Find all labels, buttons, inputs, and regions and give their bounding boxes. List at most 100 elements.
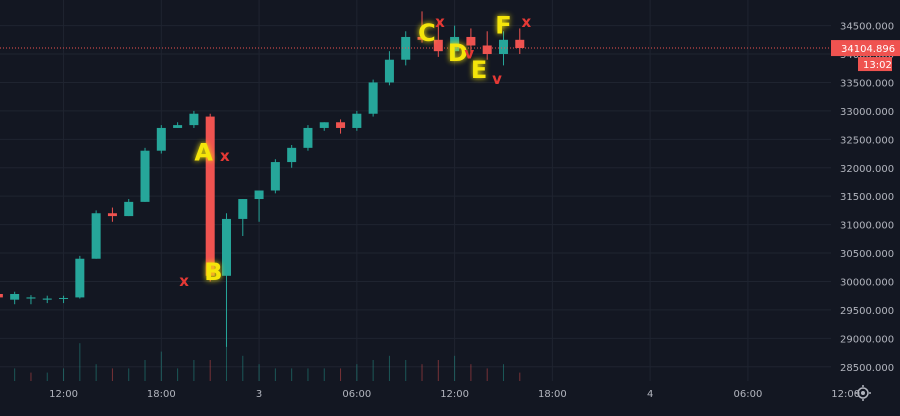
volume-bar-1 — [14, 368, 16, 381]
candle-22[interactable] — [352, 110, 362, 131]
candle-13[interactable] — [205, 113, 215, 282]
candle-17[interactable] — [270, 159, 280, 194]
gear-icon[interactable] — [855, 385, 871, 401]
candle-body — [417, 36, 427, 40]
candle-3[interactable] — [42, 295, 52, 304]
volume-bar-13 — [209, 360, 211, 381]
candle-10[interactable] — [156, 125, 166, 154]
candle-6[interactable] — [91, 210, 101, 259]
y-tick-label-10: 33500.000 — [840, 78, 894, 89]
volume-bar-2 — [30, 372, 32, 381]
annotation-mark-7: x — [179, 272, 189, 290]
candle-8[interactable] — [124, 199, 134, 217]
candle-20[interactable] — [319, 122, 329, 131]
candle-32[interactable] — [515, 28, 525, 55]
candle-5[interactable] — [75, 255, 85, 299]
candle-23[interactable] — [368, 79, 378, 117]
y-tick-label-2: 29500.000 — [840, 306, 894, 317]
candle-body — [254, 190, 264, 200]
volume-bar-27 — [437, 360, 439, 381]
candle-14[interactable] — [221, 213, 231, 347]
volume-bar-18 — [291, 368, 293, 381]
x-tick-label-2: 3 — [256, 389, 262, 400]
x-tick-label-7: 06:00 — [733, 389, 762, 400]
volume-bar-24 — [388, 355, 390, 381]
candle-7[interactable] — [107, 207, 117, 222]
candle-body — [140, 150, 150, 202]
candle-1[interactable] — [10, 291, 20, 305]
candle-0[interactable] — [0, 290, 3, 300]
y-tick-label-0: 28500.000 — [840, 363, 894, 374]
candle-body — [368, 82, 378, 114]
volume-bar-31 — [502, 364, 504, 381]
candle-26[interactable] — [417, 11, 427, 43]
candle-29[interactable] — [466, 28, 476, 57]
candle-21[interactable] — [336, 119, 346, 134]
y-tick-label-1: 29000.000 — [840, 334, 894, 345]
candle-18[interactable] — [287, 145, 297, 168]
volume-bar-9 — [144, 360, 146, 381]
candle-27[interactable] — [433, 19, 443, 57]
x-tick-label-5: 18:00 — [538, 389, 567, 400]
candle-body — [238, 199, 248, 219]
candle-body — [0, 293, 3, 298]
candle-body — [515, 39, 525, 49]
annotation-letter-1: B — [204, 258, 222, 286]
candle-body — [498, 39, 508, 55]
countdown-label: 13:02 — [863, 60, 892, 71]
candle-body — [433, 39, 443, 52]
x-tick-label-3: 06:00 — [342, 389, 371, 400]
annotation-letter-4: E — [471, 56, 487, 84]
y-tick-label-12: 34500.000 — [840, 22, 894, 33]
volume-bar-21 — [340, 368, 342, 381]
candle-2[interactable] — [26, 295, 36, 305]
candle-24[interactable] — [384, 51, 394, 86]
candle-19[interactable] — [303, 125, 313, 151]
candles — [0, 11, 525, 347]
volume-bar-10 — [160, 351, 162, 381]
y-axis[interactable]: 28500.000 29000.000 29500.000 30000.000 3050… — [831, 0, 900, 416]
candle-body — [59, 297, 69, 299]
candle-30[interactable] — [482, 31, 492, 60]
candle-body — [319, 122, 329, 128]
candle-body — [450, 36, 460, 52]
volume-bar-6 — [95, 364, 97, 381]
candle-body — [287, 147, 297, 163]
candle-4[interactable] — [59, 295, 69, 304]
candle-body — [205, 116, 215, 276]
volume-bars — [14, 313, 521, 381]
candle-body — [173, 125, 183, 128]
volume-bar-28 — [454, 355, 456, 381]
volume-bar-19 — [307, 368, 309, 381]
candle-31[interactable] — [498, 31, 508, 66]
candle-body — [107, 213, 117, 217]
volume-bar-17 — [274, 368, 276, 381]
candle-28[interactable] — [450, 25, 460, 60]
candle-16[interactable] — [254, 190, 264, 222]
candle-body — [189, 113, 199, 126]
x-tick-label-1: 18:00 — [147, 389, 176, 400]
current-price-label: 34104.896 — [841, 44, 895, 55]
annotation-letter-3: D — [448, 39, 468, 67]
x-tick-label-0: 12:00 — [49, 389, 78, 400]
current-price-badge — [831, 40, 900, 57]
candle-9[interactable] — [140, 147, 150, 202]
candle-15[interactable] — [238, 199, 248, 236]
candle-body — [124, 201, 134, 217]
volume-bar-15 — [242, 355, 244, 381]
x-axis[interactable]: 12:00 18:00 3 06:00 12:00 18:00 4 06:00 12:00 — [0, 381, 860, 416]
volume-bar-3 — [46, 372, 48, 381]
candle-12[interactable] — [189, 110, 199, 128]
annotation-mark-8: x — [435, 13, 445, 31]
volume-bar-20 — [323, 368, 325, 381]
candle-body — [303, 127, 313, 148]
volume-bar-11 — [177, 368, 179, 381]
volume-bar-29 — [470, 364, 472, 381]
y-tick-label-5: 31000.000 — [840, 221, 894, 232]
countdown-badge — [858, 57, 892, 72]
candle-11[interactable] — [173, 122, 183, 128]
volume-bar-25 — [405, 360, 407, 381]
